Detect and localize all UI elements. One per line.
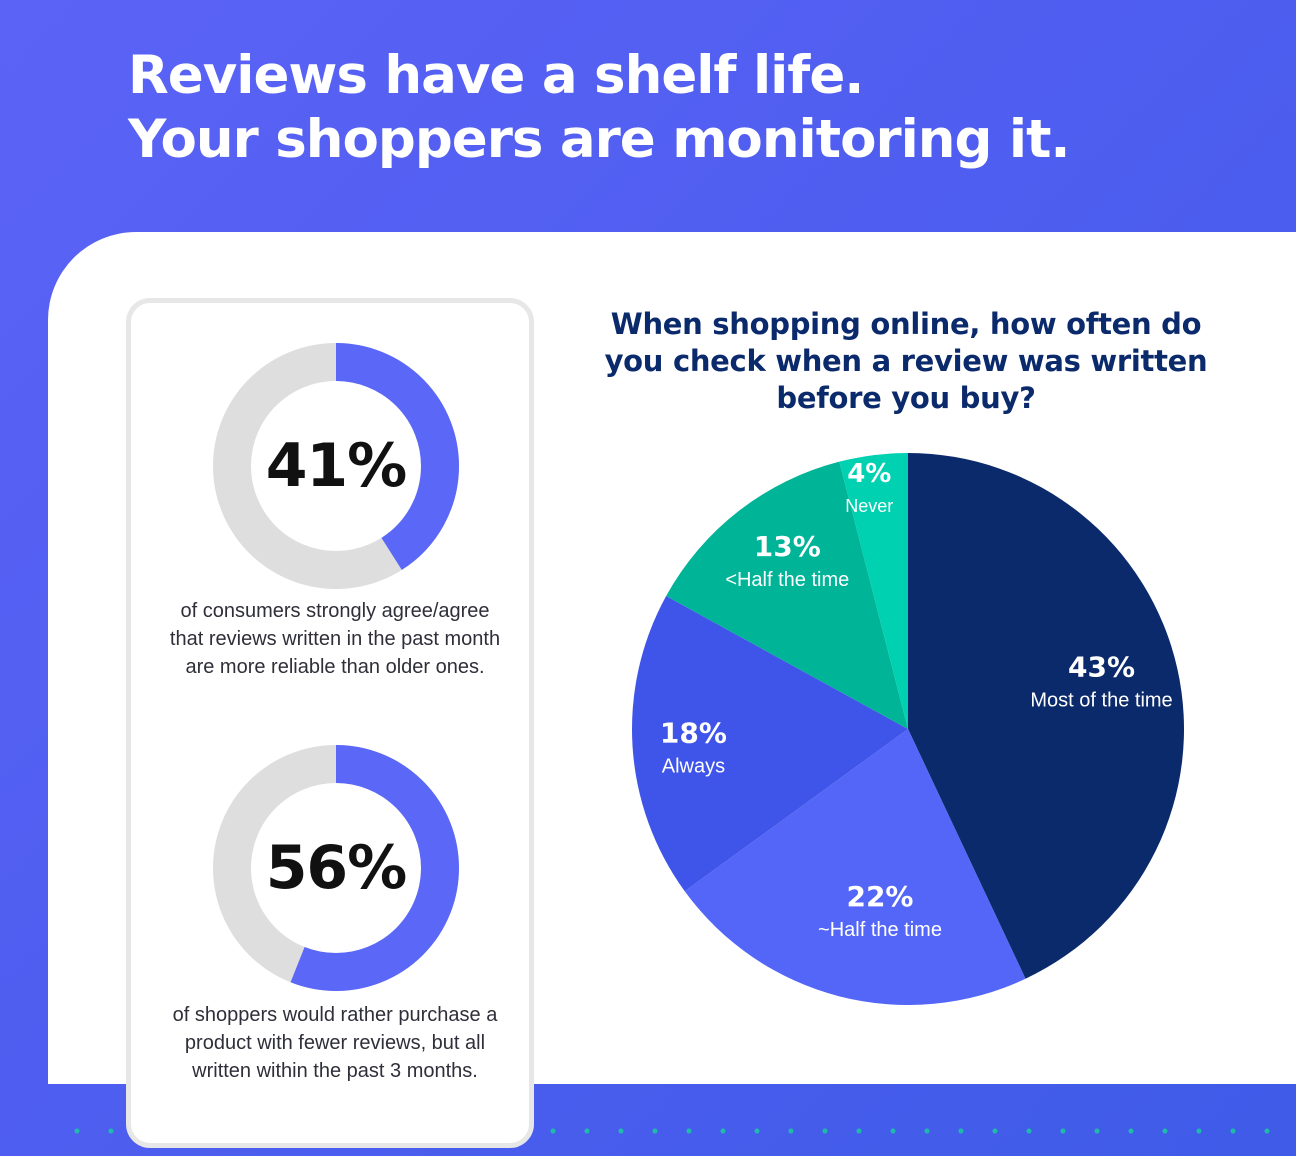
pie-value-label: 43% [1068,651,1135,684]
stat-description-56: of shoppers would rather purchase a prod… [172,1004,498,1082]
pie-value-label: 13% [754,530,821,563]
stat-number-56: 56% [265,833,408,903]
pie-slice [839,453,908,729]
donut-progress [213,745,459,991]
pie-category-label: <Half the time [725,569,849,591]
pie-slice [908,453,1184,979]
page-title: Reviews have a shelf life. Your shoppers… [128,44,1248,172]
stats-panel: 41% of consumers strongly agree/agree th… [126,298,534,1148]
pie-slice [666,461,908,729]
donut-chart-56 [213,745,459,991]
pie-category-label: Never [845,496,893,516]
pie-value-label: 4% [847,459,891,489]
pie-slice [631,596,908,892]
donut-progress [213,343,459,589]
donut-chart-41 [213,343,459,589]
page-title-line-1: Reviews have a shelf life. [128,45,864,106]
pie-chart: 43% Most of the time 22% ~Half the time 18% A… [631,453,1184,1005]
pie-category-label: ~Half the time [818,919,942,941]
stat-number-41: 41% [265,431,408,501]
stat-description-41: of consumers strongly agree/agree that r… [169,600,501,678]
pie-category-label: Always [662,756,725,778]
pie-category-label: Most of the time [1030,690,1172,712]
pie-slice [684,729,1026,1005]
chart-title: When shopping online, how often do you c… [604,307,1208,415]
pie-value-label: 22% [846,880,913,913]
page-title-line-2: Your shoppers are monitoring it. [128,109,1071,170]
pie-value-label: 18% [660,717,727,750]
